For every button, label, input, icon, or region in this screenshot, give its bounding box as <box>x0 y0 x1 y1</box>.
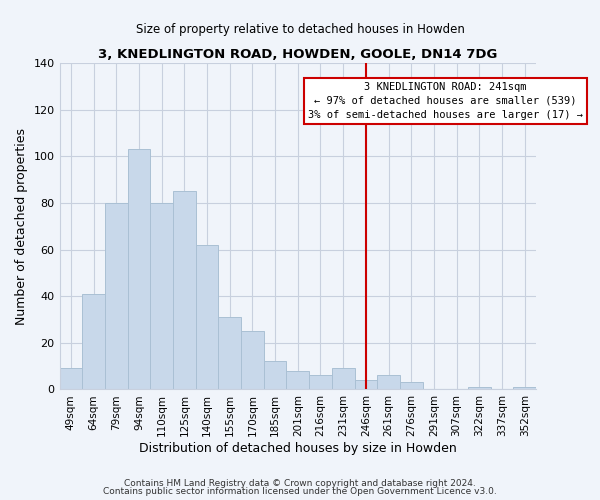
Title: 3, KNEDLINGTON ROAD, HOWDEN, GOOLE, DN14 7DG: 3, KNEDLINGTON ROAD, HOWDEN, GOOLE, DN14… <box>98 48 497 60</box>
Bar <box>468 387 491 390</box>
Bar <box>196 245 218 390</box>
Bar <box>128 150 151 390</box>
Bar <box>309 376 332 390</box>
Bar <box>264 362 286 390</box>
Bar <box>377 376 400 390</box>
Bar <box>82 294 105 390</box>
Bar <box>514 387 536 390</box>
Text: 3 KNEDLINGTON ROAD: 241sqm
← 97% of detached houses are smaller (539)
3% of semi: 3 KNEDLINGTON ROAD: 241sqm ← 97% of deta… <box>308 82 583 120</box>
Bar <box>400 382 422 390</box>
Text: Size of property relative to detached houses in Howden: Size of property relative to detached ho… <box>136 22 464 36</box>
Bar <box>59 368 82 390</box>
Bar <box>151 203 173 390</box>
X-axis label: Distribution of detached houses by size in Howden: Distribution of detached houses by size … <box>139 442 457 455</box>
Bar <box>218 317 241 390</box>
Y-axis label: Number of detached properties: Number of detached properties <box>15 128 28 325</box>
Bar <box>241 331 264 390</box>
Bar <box>105 203 128 390</box>
Bar <box>173 192 196 390</box>
Text: Contains public sector information licensed under the Open Government Licence v3: Contains public sector information licen… <box>103 488 497 496</box>
Bar <box>355 380 377 390</box>
Text: Contains HM Land Registry data © Crown copyright and database right 2024.: Contains HM Land Registry data © Crown c… <box>124 478 476 488</box>
Bar <box>332 368 355 390</box>
Bar <box>286 371 309 390</box>
